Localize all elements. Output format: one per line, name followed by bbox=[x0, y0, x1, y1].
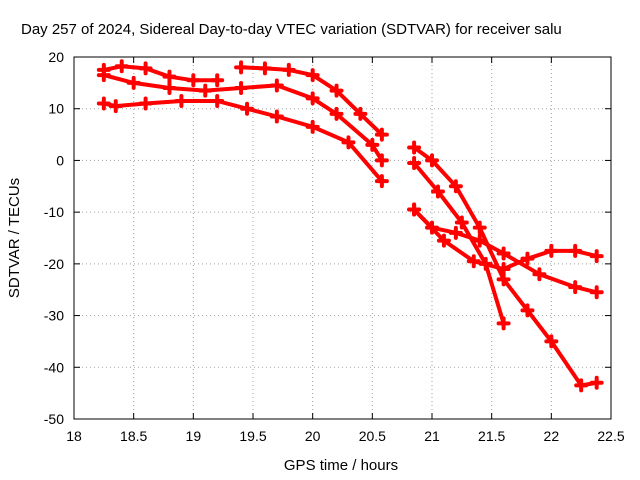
y-tick-label: -50 bbox=[44, 411, 64, 427]
chart-title: Day 257 of 2024, Sidereal Day-to-day VTE… bbox=[21, 21, 562, 38]
data-point bbox=[234, 81, 249, 96]
y-tick-label: -20 bbox=[44, 256, 64, 272]
data-point bbox=[114, 59, 129, 74]
series-track-2 bbox=[96, 68, 389, 168]
y-tick-label: 20 bbox=[48, 49, 64, 65]
x-tick-label: 21 bbox=[424, 428, 440, 444]
data-point bbox=[353, 106, 368, 121]
data-point bbox=[448, 225, 463, 240]
grid bbox=[74, 57, 611, 419]
axis-ticks bbox=[73, 56, 612, 420]
series-track-5 bbox=[407, 140, 604, 393]
data-point bbox=[466, 254, 481, 269]
data-point bbox=[138, 96, 153, 111]
data-point bbox=[329, 83, 344, 98]
data-point bbox=[240, 101, 255, 116]
data-point bbox=[448, 179, 463, 194]
data-point bbox=[234, 60, 249, 75]
data-point bbox=[425, 220, 439, 235]
series-track-1 bbox=[96, 59, 225, 88]
data-point bbox=[407, 156, 422, 171]
data-point bbox=[430, 184, 445, 199]
data-point bbox=[305, 119, 320, 134]
series-line bbox=[101, 73, 384, 163]
plot-border bbox=[73, 56, 612, 420]
x-axis-tick-labels: 18 18.5 19 19.5 20 20.5 21 21.5 22 22.5 bbox=[66, 428, 625, 444]
x-tick-label: 18 bbox=[66, 428, 82, 444]
data-point bbox=[454, 215, 469, 230]
x-tick-label: 22 bbox=[544, 428, 560, 444]
data-point bbox=[126, 75, 141, 90]
series-track-6 bbox=[407, 156, 511, 331]
data-point bbox=[210, 73, 225, 88]
data-point bbox=[257, 61, 272, 76]
data-point bbox=[544, 243, 559, 258]
series-line bbox=[101, 99, 384, 184]
series-track-8 bbox=[407, 202, 604, 300]
data-point bbox=[305, 68, 320, 83]
data-point bbox=[496, 272, 511, 287]
y-tick-label: 0 bbox=[56, 152, 64, 168]
data-point bbox=[407, 202, 422, 217]
y-axis-tick-labels: 20 10 0 -10 -20 -30 -40 -50 bbox=[44, 49, 64, 427]
y-tick-label: 10 bbox=[48, 101, 64, 117]
y-tick-label: -40 bbox=[44, 359, 64, 375]
data-point bbox=[138, 61, 153, 76]
data-point bbox=[496, 262, 511, 277]
x-tick-label: 20.5 bbox=[359, 428, 386, 444]
data-point bbox=[365, 137, 380, 152]
data-point bbox=[108, 99, 123, 114]
data-point bbox=[269, 109, 284, 124]
data-point bbox=[374, 153, 389, 168]
data-point bbox=[96, 96, 111, 111]
data-point bbox=[174, 93, 189, 108]
data-point bbox=[568, 243, 583, 258]
data-point bbox=[520, 303, 535, 318]
data-point bbox=[162, 69, 177, 84]
data-point bbox=[407, 140, 422, 155]
y-tick-label: -30 bbox=[44, 308, 64, 324]
data-point bbox=[544, 334, 559, 349]
data-point bbox=[589, 285, 604, 300]
data-point bbox=[269, 78, 284, 93]
data-series bbox=[96, 59, 604, 393]
y-tick-label: -10 bbox=[44, 204, 64, 220]
data-point bbox=[162, 81, 177, 96]
data-point bbox=[496, 246, 511, 261]
data-point bbox=[589, 249, 604, 264]
data-point bbox=[210, 93, 225, 108]
data-point bbox=[472, 233, 487, 248]
data-point bbox=[436, 233, 451, 248]
data-point bbox=[341, 135, 356, 150]
data-point bbox=[374, 127, 389, 142]
x-tick-label: 21.5 bbox=[478, 428, 505, 444]
x-tick-label: 19.5 bbox=[239, 428, 266, 444]
data-point bbox=[96, 68, 111, 83]
series-track-7 bbox=[407, 202, 604, 277]
data-point bbox=[496, 316, 511, 331]
x-tick-label: 20 bbox=[305, 428, 321, 444]
y-axis-label: SDTVAR / TECUs bbox=[6, 178, 23, 298]
data-point bbox=[425, 153, 439, 168]
x-axis-label: GPS time / hours bbox=[284, 457, 398, 474]
data-point bbox=[281, 62, 296, 77]
x-tick-label: 19 bbox=[186, 428, 202, 444]
series-track-4 bbox=[234, 60, 389, 142]
series-track-3 bbox=[96, 93, 389, 189]
data-point bbox=[532, 267, 547, 282]
data-point bbox=[520, 251, 535, 266]
data-point bbox=[374, 174, 389, 189]
x-tick-label: 18.5 bbox=[120, 428, 147, 444]
data-point bbox=[568, 280, 583, 295]
data-point bbox=[589, 375, 604, 390]
data-point bbox=[186, 73, 201, 88]
data-point bbox=[472, 220, 487, 235]
data-point bbox=[574, 378, 589, 393]
data-point bbox=[329, 106, 344, 121]
data-point bbox=[198, 83, 213, 98]
data-point bbox=[305, 91, 320, 106]
x-tick-label: 22.5 bbox=[597, 428, 624, 444]
